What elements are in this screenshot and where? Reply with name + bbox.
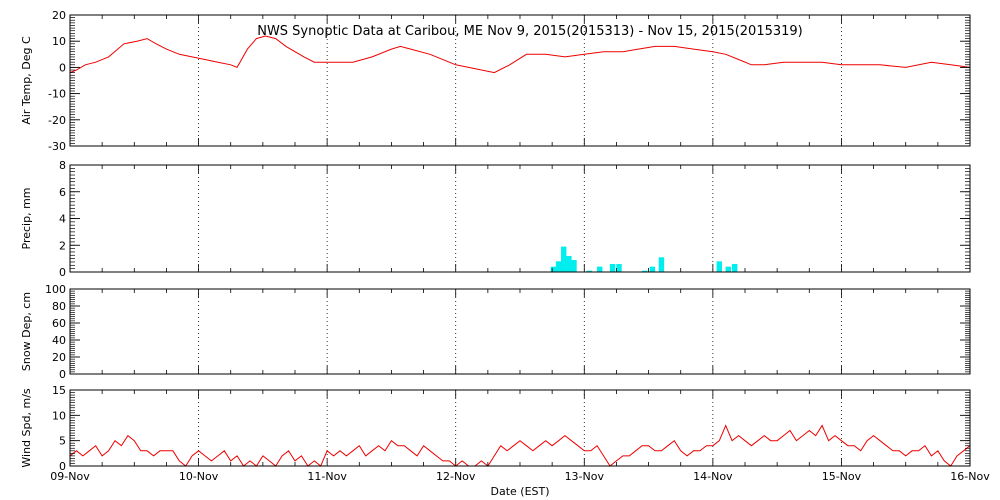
precip-bar — [649, 266, 656, 272]
y-tick-label: 4 — [59, 213, 66, 226]
y-tick-label: -30 — [48, 140, 66, 153]
precip-bar — [586, 270, 593, 272]
axes-layer: -30 -20 -10 0 10 20 Air Temp, Deg C 0 2 4 6 8 Precip… — [20, 9, 990, 483]
x-tick-label: 14-Nov — [693, 470, 733, 483]
grid-layer — [198, 15, 842, 466]
y-tick-label: 60 — [52, 317, 66, 330]
y-tick-label: 20 — [52, 351, 66, 364]
y-axis-label-wind: Wind Spd, m/s — [20, 388, 33, 468]
y-tick-label: -10 — [48, 88, 66, 101]
precip-bar — [732, 263, 738, 272]
x-tick-label: 11-Nov — [307, 470, 347, 483]
precip-bar — [716, 261, 722, 272]
x-tick-label: 09-Nov — [50, 470, 90, 483]
y-tick-label: 2 — [59, 239, 66, 252]
y-tick-label: 20 — [52, 9, 66, 22]
x-tick-label: 13-Nov — [565, 470, 605, 483]
precip-bar — [658, 257, 665, 272]
precip-bar — [597, 266, 603, 272]
y-axis-label-precip: Precip, mm — [20, 188, 33, 250]
y-tick-label: 15 — [52, 384, 66, 397]
precip-bar — [642, 270, 648, 272]
y-tick-label: 8 — [59, 159, 66, 172]
y-tick-label: 0 — [59, 368, 66, 381]
precip-bar — [609, 263, 616, 272]
precip-bar — [566, 255, 572, 272]
y-tick-label: 6 — [59, 186, 66, 199]
y-tick-label: -20 — [48, 114, 66, 127]
y-tick-label: 0 — [59, 460, 66, 473]
y-tick-label: 80 — [52, 300, 66, 313]
y-tick-label: 10 — [52, 35, 66, 48]
y-tick-label: 5 — [59, 435, 66, 448]
series-line-temp — [69, 35, 971, 74]
y-tick-label: 100 — [45, 283, 66, 296]
x-tick-label: 10-Nov — [179, 470, 219, 483]
precip-bar — [550, 266, 557, 272]
y-tick-label: 10 — [52, 409, 66, 422]
chart-title: NWS Synoptic Data at Caribou, ME Nov 9, … — [257, 24, 803, 39]
precip-bar — [561, 246, 567, 272]
x-tick-label: 16-Nov — [950, 470, 990, 483]
precip-bar — [571, 259, 577, 272]
precip-bar — [725, 266, 731, 272]
y-tick-label: 40 — [52, 334, 66, 347]
data-layer — [69, 35, 971, 467]
x-tick-label: 12-Nov — [436, 470, 476, 483]
precip-bar — [555, 261, 562, 272]
y-axis-label-temp: Air Temp, Deg C — [20, 36, 33, 125]
precip-bar — [616, 263, 622, 272]
x-axis-label: Date (EST) — [490, 485, 549, 498]
x-tick-label: 15-Nov — [822, 470, 862, 483]
y-tick-label: 0 — [59, 266, 66, 279]
y-tick-label: 0 — [59, 61, 66, 74]
y-axis-label-snow: Snow Dep, cm — [20, 292, 33, 371]
series-line-wind — [69, 424, 971, 467]
